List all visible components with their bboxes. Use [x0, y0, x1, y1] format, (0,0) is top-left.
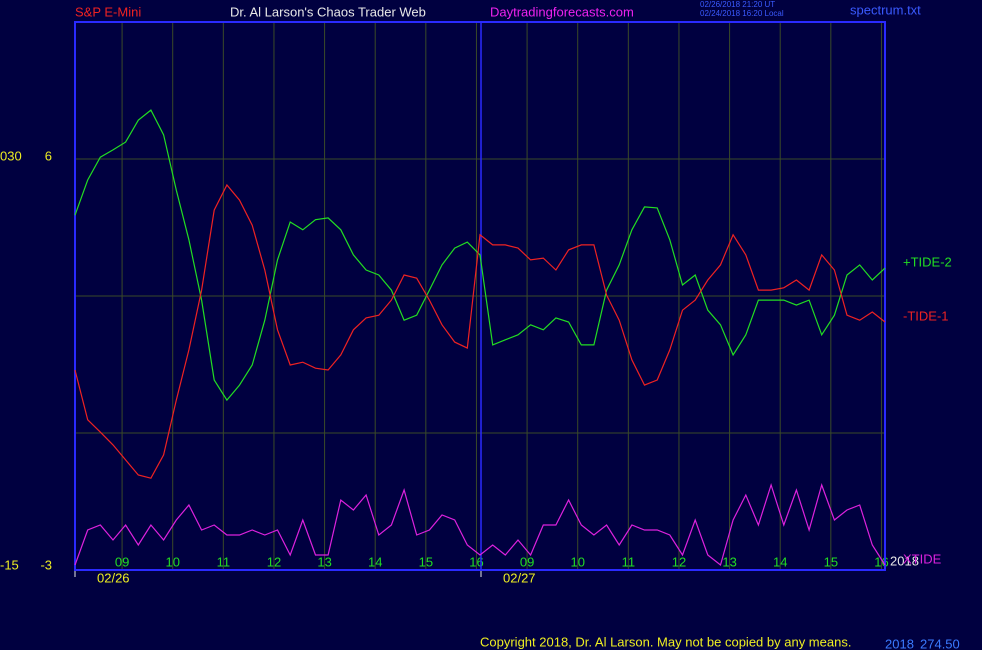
x-tick-label: 12: [267, 554, 281, 569]
timestamp: 02/26/2018 21:20 UT: [700, 0, 775, 9]
x-tick-label: 13: [317, 554, 331, 569]
x-tick-label: 15: [824, 554, 838, 569]
x-tick-label: 16: [874, 554, 888, 569]
x-tick-label: 09: [115, 554, 129, 569]
y2-tick-label: -15: [0, 557, 19, 572]
series-line: [74, 109, 886, 402]
legend-label: +TIDE-2: [903, 255, 952, 270]
corner-label: 2018: [890, 553, 919, 568]
date-label: 02/26: [97, 570, 130, 585]
x-tick-label: 12: [672, 554, 686, 569]
legend-label: XTIDE: [903, 551, 942, 566]
copyright: Copyright 2018, Dr. Al Larson. May not b…: [480, 634, 851, 649]
timestamp: 02/24/2018 16:20 Local: [700, 9, 784, 18]
series-line: [74, 483, 886, 567]
footer-price: 274.50: [920, 636, 960, 650]
x-tick-label: 11: [622, 554, 636, 569]
y2-tick-label: 030: [0, 148, 22, 163]
footer-year: 2018: [885, 636, 914, 650]
x-tick-label: 14: [368, 554, 382, 569]
x-tick-label: 11: [217, 554, 231, 569]
x-tick-label: 13: [722, 554, 736, 569]
x-tick-label: 14: [773, 554, 787, 569]
plot-border: [74, 21, 886, 571]
y-tick-label: -3: [40, 557, 52, 572]
chart-title: Dr. Al Larson's Chaos Trader Web: [230, 4, 426, 19]
legend-label: -TIDE-1: [903, 308, 949, 323]
x-tick-label: 09: [520, 554, 534, 569]
x-tick-label: 10: [570, 554, 584, 569]
x-tick-label: 15: [419, 554, 433, 569]
y-tick-label: 6: [45, 148, 52, 163]
file-name: spectrum.txt: [850, 2, 921, 17]
x-tick-label: 10: [165, 554, 179, 569]
series-line: [74, 183, 886, 479]
site: Daytradingforecasts.com: [490, 4, 634, 19]
x-tick-label: 16: [469, 554, 483, 569]
date-label: 02/27: [503, 570, 536, 585]
instrument: S&P E-Mini: [75, 4, 141, 19]
